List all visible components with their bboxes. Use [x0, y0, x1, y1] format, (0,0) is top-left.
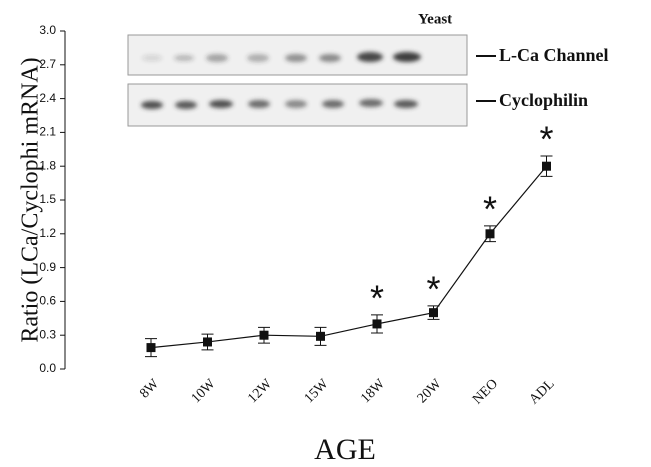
x-tick-label: 20W	[415, 376, 445, 406]
chart: Yeast L-Ca Channel Cyclophilin Ratio (LC…	[0, 0, 651, 467]
y-tick-label: 1.2	[39, 226, 56, 240]
x-tick-label: 10W	[189, 376, 219, 406]
y-tick-label: 2.7	[39, 57, 56, 71]
blot-label: Yeast	[418, 11, 452, 27]
y-tick-label: 0.0	[39, 361, 56, 375]
marker	[260, 331, 269, 340]
marker	[316, 332, 325, 341]
y-tick-label: 2.1	[39, 125, 56, 139]
y-tick-label: 0.3	[39, 327, 56, 341]
significance-mark: *	[539, 119, 553, 160]
marker	[542, 162, 551, 171]
blot-image	[128, 35, 496, 126]
marker	[147, 343, 156, 352]
y-tick-label: 2.4	[39, 91, 56, 105]
x-tick-label: 8W	[137, 376, 162, 401]
y-tick-label: 1.5	[39, 192, 56, 206]
x-axis-label: AGE	[314, 433, 376, 466]
significance-mark: *	[370, 277, 384, 318]
blot-label: L-Ca Channel	[499, 45, 609, 65]
x-tick-label: 15W	[302, 376, 332, 406]
x-tick-label: NEO	[470, 376, 501, 407]
y-tick-label: 1.8	[39, 158, 56, 172]
marker	[429, 308, 438, 317]
significance-mark: *	[426, 268, 440, 309]
y-tick-label: 3.0	[39, 23, 56, 37]
y-tick-label: 0.6	[39, 294, 56, 308]
x-tick-label: ADL	[527, 376, 558, 407]
significance-mark: *	[483, 188, 497, 229]
marker	[203, 337, 212, 346]
x-tick-label: 12W	[245, 376, 275, 406]
x-tick-label: 18W	[358, 376, 388, 406]
y-tick-label: 0.9	[39, 260, 56, 274]
marker	[373, 319, 382, 328]
marker	[486, 229, 495, 238]
blot-label: Cyclophilin	[499, 90, 588, 110]
